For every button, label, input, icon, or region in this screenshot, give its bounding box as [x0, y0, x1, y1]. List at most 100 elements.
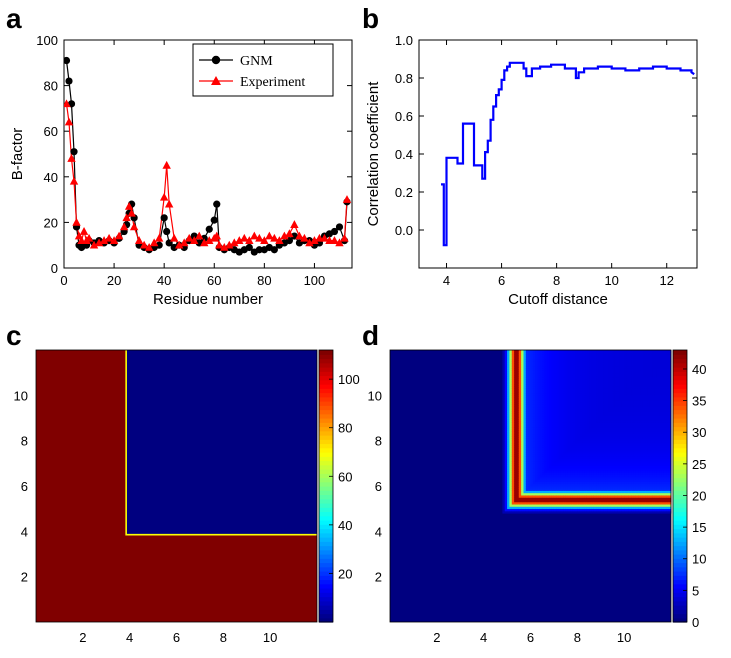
panel-d-cell	[624, 372, 627, 376]
panel-d-cell	[511, 472, 515, 476]
panel-d-cell	[638, 372, 641, 376]
panel-c-colorbar-segment	[319, 477, 333, 483]
panel-d-cell	[518, 461, 522, 464]
panel-d-cell	[546, 356, 550, 360]
panel-d-cell	[570, 504, 574, 507]
panel-d-cell	[610, 472, 613, 476]
panel-d-cell	[504, 381, 508, 385]
panel-d-cell	[535, 372, 538, 376]
panel-d-cell	[619, 442, 623, 446]
panel-d-cell	[633, 445, 637, 448]
panel-d-cell	[628, 418, 632, 421]
panel-d-cell	[511, 433, 515, 437]
panel-d-cell	[652, 445, 656, 448]
panel-d-cell	[507, 474, 510, 478]
panel-d-cell	[598, 370, 602, 374]
panel-d-cell	[535, 361, 538, 364]
panel-d-cell	[542, 458, 545, 462]
panel-d-cell	[577, 431, 581, 435]
panel-d-cell	[530, 363, 534, 367]
panel-d-cell	[577, 411, 581, 414]
panel-d-cell	[642, 352, 646, 355]
panel-d-cell	[649, 397, 653, 401]
panel-d-cell	[556, 497, 559, 500]
panel-d-cell	[605, 388, 609, 392]
panel-d-cell	[640, 377, 644, 380]
panel-c-colorbar-segment	[319, 537, 333, 542]
panel-d-cell	[596, 361, 599, 364]
panel-d-cell	[560, 427, 564, 430]
panel-d-cell	[525, 379, 529, 383]
panel-a-point-experiment	[220, 242, 229, 251]
panel-d-cell	[530, 368, 534, 371]
panel-d-cell	[567, 381, 571, 385]
panel-d-cell	[617, 467, 620, 471]
panel-d-cell	[642, 395, 646, 398]
panel-d-cell	[596, 431, 599, 435]
panel-d-cell	[516, 481, 520, 485]
panel-d-cell	[603, 476, 606, 480]
panel-c-colorbar-segment	[319, 545, 333, 551]
panel-d-cell	[558, 427, 562, 430]
panel-d-cell	[605, 436, 609, 439]
panel-d-cell	[577, 433, 581, 437]
panel-d-cell	[593, 510, 597, 514]
panel-d-cell	[638, 504, 641, 507]
panel-d-cell	[619, 447, 623, 451]
panel-d-cell	[628, 411, 632, 414]
panel-d-cell	[617, 413, 620, 417]
panel-d-cell	[530, 488, 534, 491]
panel-d-cell	[525, 372, 529, 376]
panel-d-cell	[642, 495, 646, 498]
panel-d-cell	[511, 365, 515, 369]
panel-d-cell	[631, 452, 634, 455]
panel-d-cell	[626, 490, 630, 494]
panel-d-cell	[507, 499, 510, 503]
panel-d-cell	[605, 361, 609, 364]
panel-d-cell	[584, 445, 588, 448]
panel-d-cell	[521, 399, 524, 403]
panel-d-cell	[507, 395, 510, 398]
panel-c-colorbar-segment	[319, 426, 333, 432]
panel-d-cell	[525, 436, 529, 439]
panel-d-cell	[614, 483, 618, 487]
panel-d-cell	[598, 447, 602, 451]
panel-d-cell	[530, 454, 534, 457]
panel-d-cell	[607, 495, 611, 498]
panel-d-cell	[539, 374, 543, 378]
panel-d-cell	[596, 372, 599, 376]
panel-d-cell	[584, 492, 588, 496]
panel-d-cell	[603, 372, 606, 376]
panel-d-cell	[514, 442, 517, 446]
panel-d-cell	[593, 368, 597, 371]
panel-d-cell	[605, 472, 609, 476]
panel-d-cell	[567, 422, 571, 426]
panel-d-cell	[516, 436, 520, 439]
panel-d-cell	[577, 501, 581, 505]
panel-d-cell	[642, 415, 646, 419]
panel-d-cell	[546, 399, 550, 403]
panel-d-cell	[645, 393, 648, 396]
panel-d-cell	[532, 359, 536, 362]
panel-d-cell	[638, 463, 641, 466]
panel-d-cell	[558, 388, 562, 392]
panel-d-cell	[621, 381, 625, 385]
panel-d-cell	[582, 402, 585, 405]
panel-c-colorbar-segment	[319, 503, 333, 508]
panel-d-cell	[535, 510, 538, 514]
panel-d-cell	[509, 452, 513, 455]
panel-d-cell	[619, 433, 623, 437]
panel-d-cell	[516, 402, 520, 405]
panel-d-cell	[605, 474, 609, 478]
panel-d-cell	[645, 370, 648, 374]
panel-d-cell	[652, 399, 656, 403]
panel-d-cell	[603, 465, 606, 469]
panel-d-cell	[605, 365, 609, 369]
panel-d-cell	[586, 422, 590, 426]
panel-d-cell	[593, 490, 597, 494]
panel-a-point-experiment	[124, 201, 134, 210]
panel-d-cell	[530, 465, 534, 469]
panel-d-cell	[621, 354, 625, 358]
panel-d-cell	[558, 356, 562, 360]
panel-d-cell	[502, 418, 506, 421]
